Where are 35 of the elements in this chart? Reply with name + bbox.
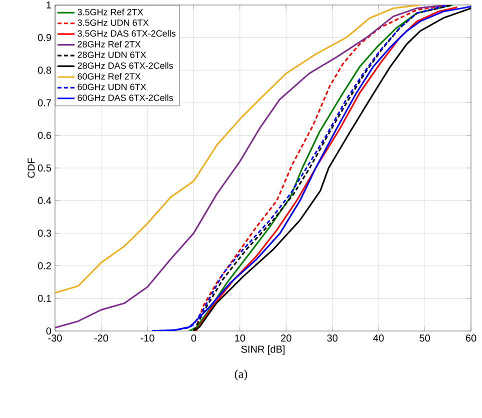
- x-tick-label: 50: [420, 334, 430, 342]
- legend-label: 60GHz Ref 2TX: [78, 73, 141, 80]
- x-tick-label: 60: [466, 334, 476, 342]
- x-tick-label: -20: [94, 334, 108, 342]
- x-tick-label: -10: [140, 334, 154, 342]
- y-tick-label: 0.8: [38, 66, 52, 74]
- legend-label: 60GHz UDN 6TX: [78, 84, 146, 90]
- line-series: [55, 4, 449, 329]
- legend-label: 28GHz UDN 6TX: [78, 52, 146, 58]
- legend-label: 3.5GHz UDN 6TX: [78, 19, 149, 26]
- y-tick-label: 0.2: [38, 262, 51, 270]
- y-tick-label: 0.4: [38, 197, 52, 204]
- y-tick-label: 0.5: [38, 164, 52, 172]
- y-tick-label: 0.9: [38, 34, 52, 42]
- legend-label: 28GHz Ref 2TX: [78, 40, 141, 48]
- legend-label: 3.5GHz Ref 2TX: [78, 8, 144, 16]
- y-tick-label: 0.7: [38, 99, 51, 106]
- x-axis-title: SINR [dB]: [241, 345, 284, 355]
- y-tick-label: 0: [46, 327, 52, 335]
- x-tick-label: 40: [373, 334, 384, 342]
- x-tick-label: 10: [235, 334, 246, 342]
- x-tick-label: 20: [281, 334, 292, 342]
- y-tick-label: 1: [46, 2, 51, 8]
- y-tick-label: 0.1: [38, 294, 51, 302]
- line-series: [55, 4, 421, 294]
- y-tick-label: 0.3: [38, 230, 52, 237]
- x-tick-label: -30: [48, 334, 62, 342]
- text: (a): [234, 370, 248, 380]
- legend-label: 28GHz DAS 6TX-2Cells: [78, 62, 173, 69]
- y-axis-title: CDF: [28, 158, 35, 178]
- y-tick-label: 0.6: [38, 132, 52, 139]
- legend-label: 3.5GHz DAS 6TX-2Cells: [78, 30, 176, 37]
- legend-label: 60GHz DAS 6TX-2Cells: [78, 94, 173, 101]
- x-tick-label: 0: [191, 334, 196, 342]
- x-tick-label: 30: [327, 334, 338, 342]
